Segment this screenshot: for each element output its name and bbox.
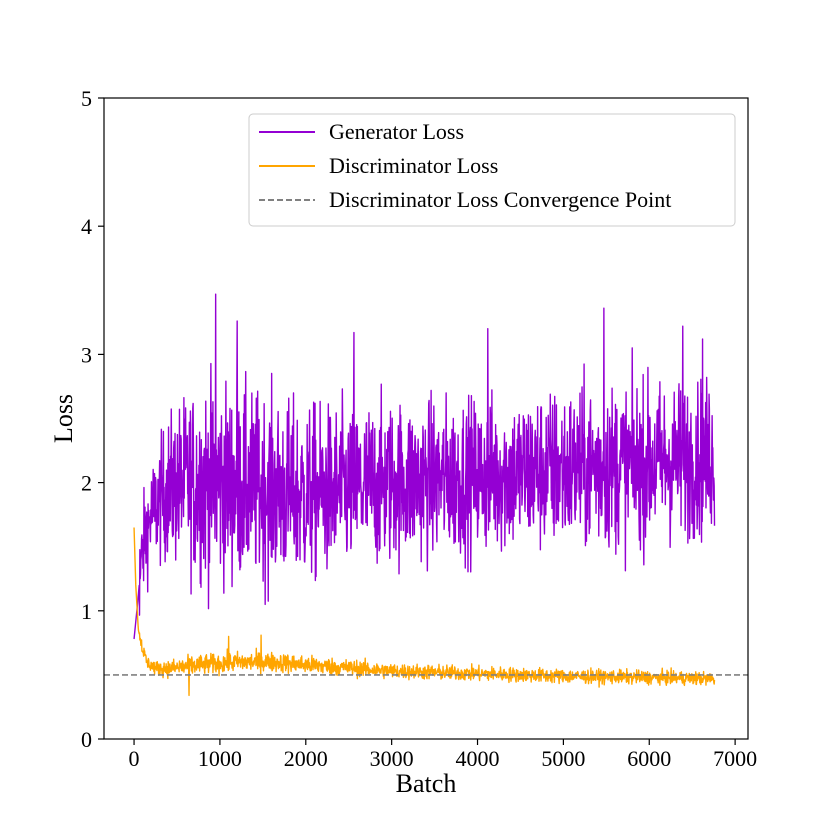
legend-label-discriminator-loss-convergence-point: Discriminator Loss Convergence Point — [329, 187, 671, 212]
x-tick-label-1000: 1000 — [198, 746, 242, 771]
generator-loss-line — [133, 293, 716, 640]
plot-frame — [103, 97, 749, 740]
x-tick-label-5000: 5000 — [541, 746, 585, 771]
legend: Generator Loss Discriminator Loss Discrimi… — [248, 113, 736, 227]
y-tick-label-1: 1 — [81, 599, 92, 624]
x-tick-label-2000: 2000 — [284, 746, 328, 771]
x-tick-label-3000: 3000 — [370, 746, 414, 771]
x-tick-label-0: 0 — [129, 746, 140, 771]
axes-layer: 0 1000 2000 3000 4000 5000 6000 7000 0 1 2 3 4 5 — [81, 86, 757, 771]
x-tick-label-6000: 6000 — [627, 746, 671, 771]
legend-box — [248, 113, 736, 227]
y-tick-label-0: 0 — [81, 727, 92, 752]
series-layer — [104, 293, 748, 697]
x-axis-title: Batch — [396, 769, 457, 798]
y-axis-title: Loss — [49, 394, 78, 443]
y-tick-label-3: 3 — [81, 342, 92, 367]
x-tick-label-4000: 4000 — [456, 746, 500, 771]
y-tick-label-4: 4 — [81, 214, 92, 239]
legend-label-generator-loss: Generator Loss — [329, 119, 464, 144]
y-tick-label-5: 5 — [81, 86, 92, 111]
y-tick-label-2: 2 — [81, 471, 92, 496]
legend-label-discriminator-loss: Discriminator Loss — [329, 153, 498, 178]
x-tick-label-7000: 7000 — [713, 746, 757, 771]
